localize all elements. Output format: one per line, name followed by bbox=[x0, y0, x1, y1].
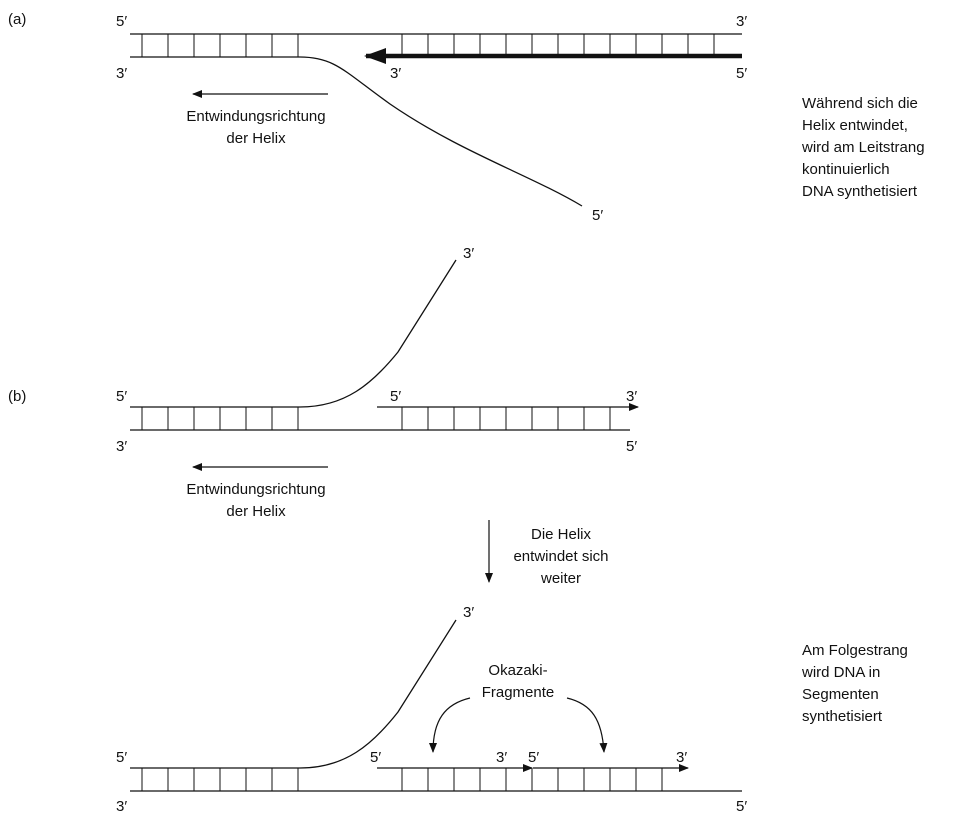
side-note-line: Helix entwindet, bbox=[802, 117, 908, 134]
panel-a-unwinding-label-1: Entwindungsrichtung bbox=[186, 108, 325, 125]
panel-a-unwinding-label-2: der Helix bbox=[226, 130, 286, 147]
fragment-1-left-end: 5′ bbox=[370, 749, 381, 766]
transition-label-2: entwindet sich bbox=[513, 548, 608, 565]
side-note-line: kontinuierlich bbox=[802, 161, 890, 178]
panel-c: 5′ 3′ 5′ 3′ 5′ 3′ 3′ 5′ Okazaki- Fragmen… bbox=[116, 604, 908, 814]
panel-a-new-strand-left-end: 3′ bbox=[390, 65, 401, 82]
panel-a: (a) bbox=[8, 11, 925, 224]
panel-b: (b) 5′ 3′ 5′ 3′ 3′ 5′ bbox=[8, 245, 639, 520]
panel-a-unwound-strand bbox=[299, 56, 583, 207]
okazaki-label-1: Okazaki- bbox=[488, 662, 547, 679]
side-note-line: wird DNA in bbox=[801, 664, 880, 681]
panel-c-top-left-end: 5′ bbox=[116, 749, 127, 766]
side-note-line: wird am Leitstrang bbox=[801, 139, 925, 156]
side-note-line: synthetisiert bbox=[802, 708, 883, 725]
panel-a-new-strand-right-end: 5′ bbox=[736, 65, 747, 82]
panel-a-bottom-left-end: 3′ bbox=[116, 65, 127, 82]
transition-label-1: Die Helix bbox=[531, 526, 592, 543]
panel-a-side-note: Während sich die Helix entwindet, wird a… bbox=[801, 95, 925, 200]
panel-b-base-pairs-right bbox=[401, 407, 611, 430]
okazaki-label-2: Fragmente bbox=[482, 684, 555, 701]
panel-a-base-pairs-right bbox=[401, 34, 715, 55]
panel-b-unwound-strand bbox=[299, 259, 457, 408]
panel-c-side-note: Am Folgestrang wird DNA in Segmenten syn… bbox=[801, 642, 908, 725]
panel-b-unwinding-label-2: der Helix bbox=[226, 503, 286, 520]
side-note-line: Während sich die bbox=[802, 95, 918, 112]
panel-b-top-left-end: 5′ bbox=[116, 388, 127, 405]
panel-c-bottom-left-end: 3′ bbox=[116, 798, 127, 814]
panel-a-unwound-strand-end: 5′ bbox=[592, 207, 603, 224]
panel-b-unwound-strand-end: 3′ bbox=[463, 245, 474, 262]
panel-a-base-pairs-left bbox=[141, 34, 299, 57]
panel-c-unwound-strand bbox=[299, 619, 457, 769]
panel-c-unwound-strand-end: 3′ bbox=[463, 604, 474, 621]
fragment-2-right-end: 3′ bbox=[676, 749, 687, 766]
transition-label-3: weiter bbox=[540, 570, 581, 587]
okazaki-pointer-left bbox=[429, 697, 471, 753]
panel-b-unwinding-label-1: Entwindungsrichtung bbox=[186, 481, 325, 498]
side-note-line: Segmenten bbox=[802, 686, 879, 703]
panel-a-label: (a) bbox=[8, 11, 26, 28]
fragment-2-left-end: 5′ bbox=[528, 749, 539, 766]
panel-c-base-pairs-right bbox=[401, 768, 663, 791]
okazaki-pointer-right bbox=[566, 697, 608, 753]
panel-c-bottom-right-end: 5′ bbox=[736, 798, 747, 814]
side-note-line: Am Folgestrang bbox=[802, 642, 908, 659]
panel-c-base-pairs-left bbox=[141, 768, 299, 791]
panel-b-bottom-right-end: 5′ bbox=[626, 438, 637, 455]
panel-b-label: (b) bbox=[8, 388, 26, 405]
panel-b-new-strand-right-end: 3′ bbox=[626, 388, 637, 405]
panel-b-base-pairs-left bbox=[141, 407, 299, 430]
panel-a-top-right-end: 3′ bbox=[736, 13, 747, 30]
panel-b-new-strand-left-end: 5′ bbox=[390, 388, 401, 405]
panel-a-top-left-end: 5′ bbox=[116, 13, 127, 30]
transition: Die Helix entwindet sich weiter bbox=[485, 520, 609, 587]
side-note-line: DNA synthetisiert bbox=[802, 183, 918, 200]
panel-b-bottom-left-end: 3′ bbox=[116, 438, 127, 455]
fragment-1-right-end: 3′ bbox=[496, 749, 507, 766]
